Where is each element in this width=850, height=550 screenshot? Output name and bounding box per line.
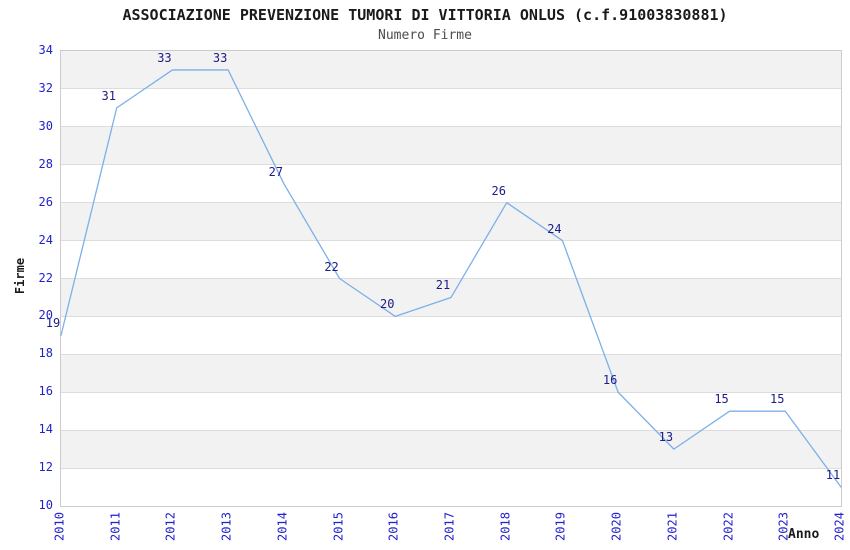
x-tick-label: 2013 xyxy=(219,512,234,541)
data-label: 11 xyxy=(825,468,841,483)
gridline xyxy=(61,315,841,317)
plot-band xyxy=(61,468,841,506)
plot-band xyxy=(61,164,841,203)
plot-band xyxy=(61,202,841,241)
plot-band xyxy=(61,88,841,127)
data-label: 13 xyxy=(658,430,674,445)
chart-subtitle: Numero Firme xyxy=(378,28,472,43)
y-tick-label: 28 xyxy=(38,156,53,171)
y-tick-label: 34 xyxy=(38,43,53,57)
data-label: 24 xyxy=(547,221,562,236)
gridline xyxy=(61,467,841,469)
gridline xyxy=(61,278,841,279)
x-tick-label: 2021 xyxy=(665,512,680,541)
x-tick-label: 2016 xyxy=(386,512,401,541)
x-tick-label: 2017 xyxy=(442,512,457,541)
x-tick-label: 2015 xyxy=(331,512,346,541)
y-tick-label: 30 xyxy=(38,118,53,133)
data-label: 21 xyxy=(435,278,451,293)
gridline xyxy=(61,429,841,431)
y-axis-title: Firme xyxy=(13,257,27,295)
data-label: 31 xyxy=(101,88,116,103)
gridline xyxy=(61,126,841,128)
x-tick-label: 2020 xyxy=(609,512,624,541)
chart-title: ASSOCIAZIONE PREVENZIONE TUMORI DI VITTO… xyxy=(122,6,728,24)
data-label: 26 xyxy=(491,183,506,198)
gridline xyxy=(61,391,841,393)
data-label: 22 xyxy=(324,259,339,274)
data-label: 20 xyxy=(380,297,395,312)
y-tick-label: 14 xyxy=(38,422,53,437)
data-label: 15 xyxy=(770,392,785,407)
gridline xyxy=(61,353,841,355)
x-tick-label: 2010 xyxy=(52,512,67,541)
line-chart-svg xyxy=(60,69,842,488)
y-tick-label: 24 xyxy=(38,232,53,247)
x-tick-label: 2014 xyxy=(275,512,290,541)
y-tick-label: 22 xyxy=(38,270,53,285)
plot-band xyxy=(61,430,841,469)
y-tick-label: 12 xyxy=(38,460,53,475)
y-tick-label: 20 xyxy=(38,308,53,323)
gridline xyxy=(61,240,841,242)
data-label: 15 xyxy=(714,392,729,407)
gridline xyxy=(61,202,841,204)
y-tick-label: 32 xyxy=(38,80,53,95)
plot-area: 19 31 33 33 27 22 20 21 26 24 16 13 15 15 11 xyxy=(46,50,842,507)
x-tick-label: 2019 xyxy=(553,512,568,541)
plot-band xyxy=(61,316,841,355)
x-tick-label: 2012 xyxy=(163,512,178,541)
y-tick-label: 10 xyxy=(38,498,53,512)
x-tick-label: 2022 xyxy=(721,512,736,541)
plot-band xyxy=(61,240,841,279)
x-tick-label: 2024 xyxy=(832,512,847,541)
plot-band xyxy=(61,354,841,393)
y-tick-label: 26 xyxy=(38,194,53,209)
data-label: 33 xyxy=(157,50,172,65)
data-label: 16 xyxy=(602,373,618,388)
y-tick-label: 16 xyxy=(38,384,53,399)
gridline xyxy=(61,164,841,166)
x-axis-title: Anno xyxy=(788,527,820,542)
data-label: 33 xyxy=(212,50,228,65)
y-tick-label: 18 xyxy=(38,346,53,361)
x-tick-label: 2018 xyxy=(498,512,513,541)
data-label: 19 xyxy=(45,316,61,331)
x-tick-label: 2011 xyxy=(108,512,123,541)
gridline xyxy=(61,88,841,90)
plot-band xyxy=(61,126,841,165)
data-label: 27 xyxy=(268,164,284,179)
line-series xyxy=(60,69,842,488)
